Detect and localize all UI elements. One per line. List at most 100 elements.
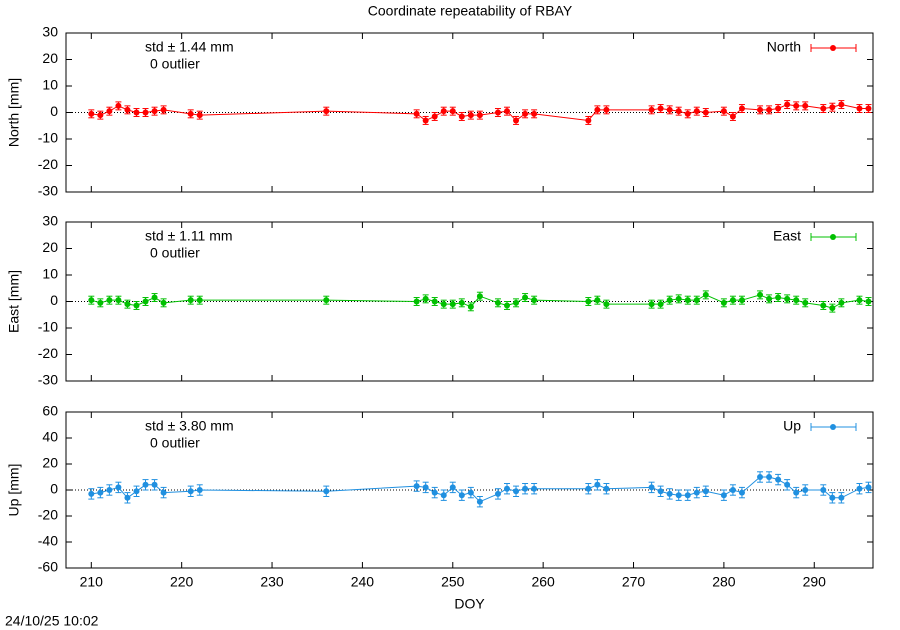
data-point [720,299,727,306]
data-point [494,109,501,116]
data-point [666,297,673,304]
data-point [775,294,782,301]
annotation: 0 outlier [150,435,200,451]
data-point [88,490,95,497]
data-point [522,294,529,301]
data-point [675,108,682,115]
data-point [413,110,420,117]
data-point [702,109,709,116]
data-point [856,105,863,112]
data-point [88,110,95,117]
data-point [684,110,691,117]
data-point [431,489,438,496]
data-point [603,485,610,492]
y-tick-label: -30 [38,183,58,199]
data-point [133,488,140,495]
data-point [820,105,827,112]
data-point [793,297,800,304]
data-point [594,106,601,113]
x-axis-label: DOY [454,596,485,612]
annotation: 0 outlier [150,56,200,72]
data-point [476,498,483,505]
data-point [458,299,465,306]
data-point [738,489,745,496]
data-point [820,487,827,493]
legend-label: North [767,39,801,55]
data-point [784,295,791,302]
data-point [467,489,474,496]
y-axis-label: Up [mm] [6,464,22,517]
data-point [151,108,158,115]
data-point [838,101,845,108]
data-point [603,106,610,113]
data-point [323,297,330,304]
data-point [88,297,95,304]
data-point [666,490,673,497]
data-point [160,106,167,113]
timestamp: 24/10/25 10:02 [5,613,99,629]
data-point [124,301,131,308]
data-point [775,476,782,483]
data-point [133,302,140,309]
data-point [522,110,529,117]
data-point [531,297,538,304]
data-point [802,299,809,306]
data-point [458,113,465,120]
data-point [829,494,836,501]
data-point [115,102,122,109]
y-tick-label: 0 [50,103,58,119]
data-point [693,489,700,496]
data-point [729,113,736,120]
data-point [856,485,863,492]
y-tick-label: -20 [38,345,58,361]
x-tick-label: 270 [622,574,646,590]
data-point [865,298,872,305]
data-point [838,494,845,501]
y-tick-label: -10 [38,130,58,146]
data-point [142,109,149,116]
annotation: 0 outlier [150,245,200,261]
data-point [729,297,736,304]
data-point [648,484,655,491]
y-tick-label: 10 [42,266,58,282]
data-point [720,108,727,115]
x-tick-label: 210 [80,574,104,590]
y-tick-label: -20 [38,507,58,523]
data-point [196,297,203,304]
x-tick-label: 240 [351,574,375,590]
data-point [196,487,203,493]
y-tick-label: 20 [42,50,58,66]
data-point [431,113,438,120]
data-point [802,102,809,109]
data-point [865,105,872,112]
legend-marker [830,45,836,51]
data-point [115,484,122,491]
data-point [124,106,131,113]
y-tick-label: -30 [38,372,58,388]
data-point [820,302,827,309]
data-point [187,297,194,304]
data-point [856,297,863,304]
data-point [422,484,429,491]
data-point [106,297,113,304]
legend-label: East [773,228,801,244]
data-point [431,298,438,305]
y-tick-label: 10 [42,77,58,93]
legend-marker [830,424,836,430]
data-point [124,494,131,501]
data-point [666,106,673,113]
data-point [422,295,429,302]
data-point [440,492,447,499]
x-tick-label: 250 [441,574,465,590]
data-point [784,481,791,488]
data-point [793,102,800,109]
annotation: std ± 1.44 mm [145,39,234,55]
data-point [151,481,158,488]
data-point [513,488,520,495]
data-point [513,299,520,306]
data-point [766,474,773,480]
data-point [160,299,167,306]
data-point [449,108,456,115]
y-axis-label: East [mm] [6,270,22,333]
data-point [504,108,511,115]
